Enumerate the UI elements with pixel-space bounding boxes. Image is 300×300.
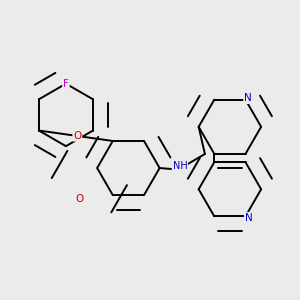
- Text: O: O: [73, 131, 82, 141]
- Text: N: N: [245, 213, 253, 223]
- Text: NH: NH: [172, 161, 187, 171]
- Text: N: N: [244, 93, 252, 103]
- Text: O: O: [75, 194, 83, 204]
- Text: F: F: [63, 79, 69, 89]
